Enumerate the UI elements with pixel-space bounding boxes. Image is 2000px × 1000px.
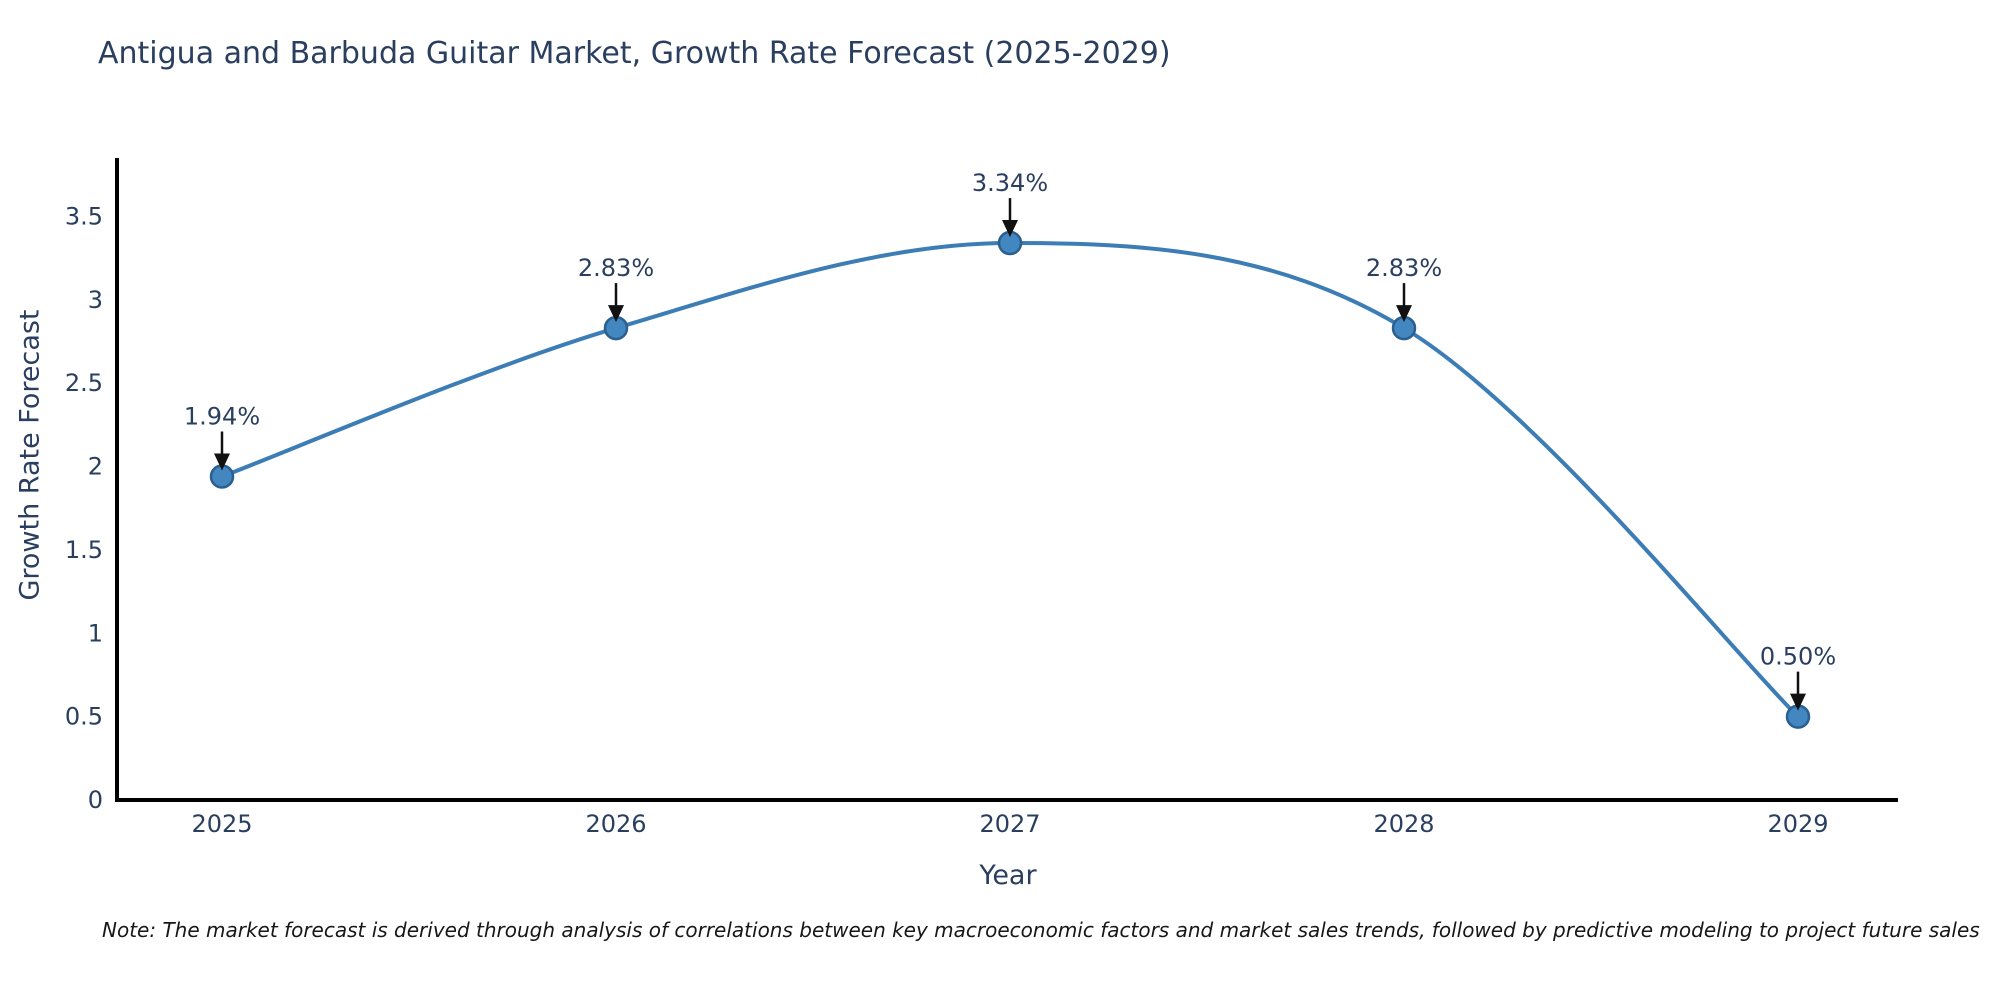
footnote: Note: The market forecast is derived thr… bbox=[102, 918, 1980, 942]
y-tick-label: 0 bbox=[88, 786, 103, 814]
x-tick-label: 2025 bbox=[191, 810, 252, 838]
x-tick-label: 2027 bbox=[979, 810, 1040, 838]
x-axis-title: Year bbox=[979, 860, 1037, 891]
annotation-arrowhead bbox=[1396, 305, 1412, 323]
annotation-label: 3.34% bbox=[972, 169, 1048, 197]
annotation-arrowhead bbox=[1790, 693, 1806, 711]
annotation-label: 0.50% bbox=[1760, 643, 1836, 671]
y-tick-label: 0.5 bbox=[65, 703, 103, 731]
annotation-label: 1.94% bbox=[184, 403, 260, 431]
x-tick-label: 2026 bbox=[585, 810, 646, 838]
annotation-arrowhead bbox=[608, 305, 624, 323]
y-tick-label: 1 bbox=[88, 619, 103, 647]
y-tick-label: 2.5 bbox=[65, 369, 103, 397]
y-tick-label: 3 bbox=[88, 286, 103, 314]
annotation-arrowhead bbox=[214, 453, 230, 471]
y-tick-label: 3.5 bbox=[65, 202, 103, 230]
x-tick-label: 2028 bbox=[1373, 810, 1434, 838]
axis-lines bbox=[115, 158, 1898, 802]
annotation-label: 2.83% bbox=[1366, 254, 1442, 282]
series-line bbox=[220, 241, 1800, 719]
y-tick-label: 2 bbox=[88, 453, 103, 481]
y-tick-label: 1.5 bbox=[65, 536, 103, 564]
annotation-arrowhead bbox=[1002, 220, 1018, 238]
x-tick-label: 2029 bbox=[1767, 810, 1828, 838]
chart-title: Antigua and Barbuda Guitar Market, Growt… bbox=[98, 36, 1171, 71]
annotation-label: 2.83% bbox=[578, 254, 654, 282]
y-axis-title: Growth Rate Forecast bbox=[14, 309, 46, 601]
